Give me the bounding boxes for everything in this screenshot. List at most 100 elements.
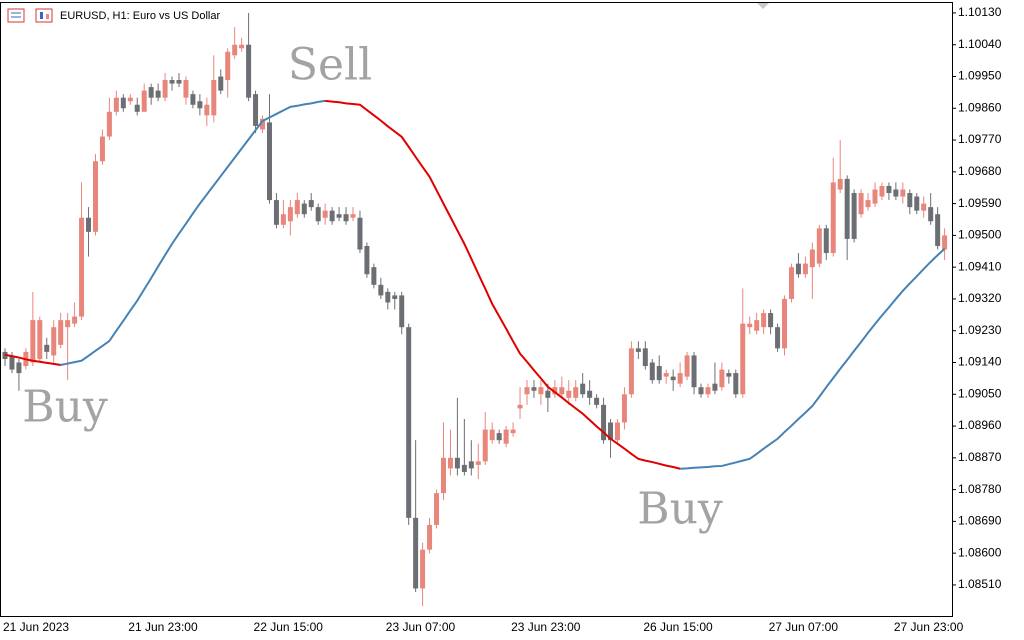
candle-body	[239, 44, 245, 49]
y-tick-label: 1.08960	[958, 418, 1002, 432]
y-tick-label: 1.09230	[958, 323, 1002, 337]
candle-body	[587, 390, 593, 398]
candle-body	[802, 263, 808, 275]
candle-body	[747, 323, 753, 328]
plot-frame	[0, 2, 953, 617]
candle-body	[37, 320, 43, 359]
candle-body	[761, 313, 767, 328]
candle-body	[308, 200, 314, 208]
candle-body	[266, 122, 272, 201]
candle-body	[837, 178, 843, 190]
candle-body	[928, 207, 934, 222]
candle-body	[545, 390, 551, 398]
candle-body	[232, 44, 238, 56]
candle-body	[893, 189, 899, 197]
candle-body	[364, 245, 370, 275]
x-tick-label: 26 Jun 15:00	[643, 620, 713, 634]
candle-body	[204, 104, 210, 116]
candle-body	[524, 387, 530, 395]
icon	[7, 8, 25, 23]
candle-body	[343, 214, 349, 222]
candle-body	[86, 217, 92, 232]
candle-body	[169, 80, 175, 84]
candle-body	[148, 87, 154, 98]
x-tick-label: 21 Jun 2023	[3, 620, 69, 634]
candle-body	[120, 97, 126, 109]
candle-body	[475, 461, 481, 465]
x-tick-label: 27 Jun 07:00	[769, 620, 839, 634]
candle-body	[294, 200, 300, 215]
candle-body	[468, 461, 474, 469]
y-tick-label: 1.09770	[958, 132, 1002, 146]
candle-body	[336, 214, 342, 218]
candle-body	[434, 493, 440, 525]
candle-body	[329, 210, 335, 222]
candle-body	[357, 217, 363, 250]
y-tick-label: 1.10040	[958, 37, 1002, 51]
candle-body	[594, 397, 600, 405]
candle-body	[280, 214, 286, 225]
candle-body	[601, 404, 607, 441]
candle-body	[754, 320, 760, 331]
candle-body	[127, 97, 133, 102]
candle-body	[608, 422, 614, 441]
x-tick-label: 27 Jun 23:00	[894, 620, 964, 634]
candle-body	[614, 422, 620, 441]
candle-body	[315, 207, 321, 222]
icon	[46, 14, 49, 19]
y-tick-label: 1.08510	[958, 577, 1002, 591]
indicator-line	[60, 99, 326, 366]
candle-body	[865, 200, 871, 208]
candle-body	[30, 320, 36, 363]
candle-body	[775, 327, 781, 349]
candle-body	[768, 313, 774, 328]
candle-body	[942, 235, 948, 250]
candle-body	[538, 387, 544, 395]
candle-body	[16, 362, 22, 374]
candle-body	[225, 51, 231, 81]
candle-body	[322, 210, 328, 218]
candle-body	[287, 207, 293, 222]
candle-body	[176, 80, 182, 84]
candle-body	[79, 217, 85, 317]
candle-body	[134, 104, 140, 112]
candle-body	[823, 228, 829, 254]
candle-body	[155, 90, 161, 98]
candle-body	[440, 457, 446, 494]
candle-body	[141, 90, 147, 112]
symbol-icons	[7, 8, 53, 23]
candle-body	[642, 348, 648, 367]
candle-body	[385, 291, 391, 303]
candle-body	[427, 524, 433, 550]
candle-body	[72, 316, 78, 324]
y-tick-label: 1.09680	[958, 164, 1002, 178]
candle-body	[573, 387, 579, 398]
candle-body	[830, 182, 836, 254]
candle-body	[461, 464, 467, 472]
candle-body	[740, 323, 746, 395]
candle-body	[621, 394, 627, 423]
indicator-line	[4, 353, 61, 366]
candle-body	[9, 355, 15, 370]
y-tick-label: 1.08870	[958, 450, 1002, 464]
candle-body	[795, 263, 801, 275]
candle-body	[670, 376, 676, 381]
candle-body	[99, 136, 105, 162]
annotation: Buy	[637, 484, 723, 535]
y-tick-label: 1.09140	[958, 355, 1002, 369]
candle-body	[552, 387, 558, 395]
candle-body	[531, 387, 537, 391]
icon	[40, 12, 43, 19]
candle-body	[907, 193, 913, 208]
candle-body	[183, 80, 189, 98]
candle-body	[197, 101, 203, 109]
candle-body	[782, 298, 788, 349]
candle-body	[106, 111, 112, 137]
candle-body	[628, 348, 634, 395]
y-tick-label: 1.08600	[958, 545, 1002, 559]
candle-body	[413, 517, 419, 589]
candle-body	[190, 94, 196, 105]
x-tick-label: 23 Jun 23:00	[511, 620, 581, 634]
